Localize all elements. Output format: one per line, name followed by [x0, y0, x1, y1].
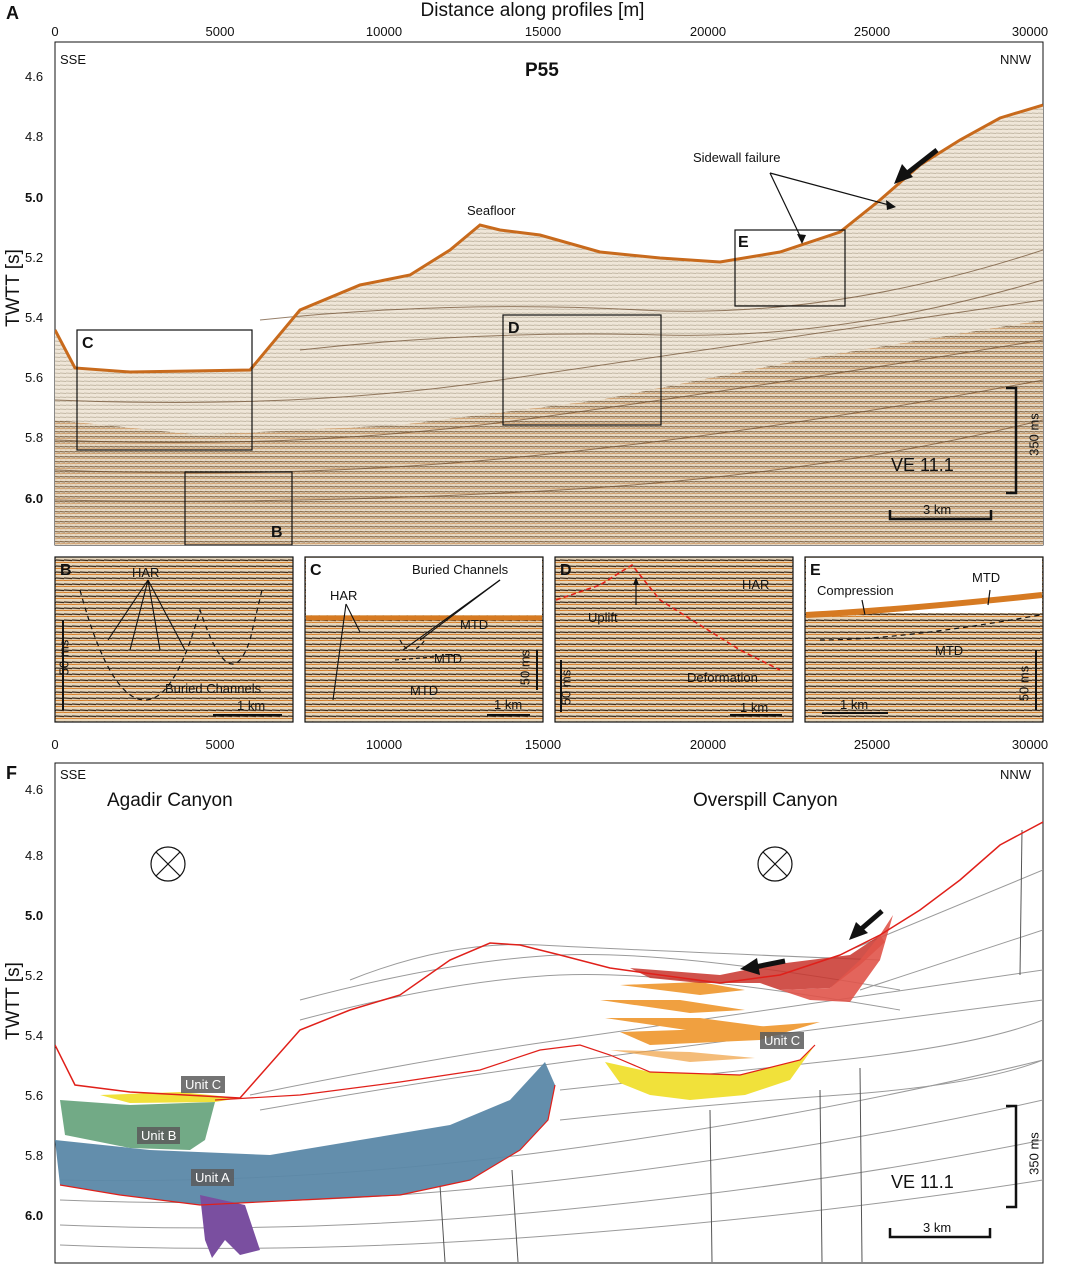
inset-d-uplift: Uplift — [588, 610, 618, 625]
x-tick: 5000 — [205, 737, 235, 752]
x-tick: 20000 — [689, 24, 727, 39]
insets-frame — [54, 556, 1044, 723]
inset-c-mtd-3: MTD — [410, 683, 439, 698]
profile-title: P55 — [525, 60, 559, 81]
x-tick: 30000 — [1011, 24, 1049, 39]
inset-e-distance-scale: 1 km — [840, 697, 869, 712]
seafloor-label: Seafloor — [467, 203, 516, 218]
unit-c-left-label: Unit C — [181, 1076, 226, 1093]
inset-b-har: HAR — [132, 565, 160, 580]
direction-left: SSE — [60, 52, 87, 67]
inset-c-distance-scale: 1 km — [494, 697, 523, 712]
inset-c-letter: C — [310, 562, 322, 579]
x-tick: 15000 — [524, 24, 562, 39]
x-tick: 0 — [51, 24, 59, 39]
inset-d-letter: D — [560, 562, 572, 579]
box-label-e: E — [738, 234, 749, 251]
direction-right-f: NNW — [1000, 767, 1032, 782]
inset-c-mtd-1: MTD — [460, 617, 489, 632]
x-tick: 30000 — [1011, 737, 1049, 752]
unit-a-label: Unit A — [191, 1169, 234, 1186]
y-tick: 5.4 — [25, 310, 44, 325]
x-axis-title: Distance along profiles [m] — [420, 0, 645, 21]
inset-e-compression: Compression — [817, 583, 894, 598]
seismic-section-a — [54, 41, 1044, 546]
inset-e-letter: E — [810, 562, 821, 579]
x-tick: 0 — [51, 737, 59, 752]
y-tick: 5.2 — [25, 250, 44, 265]
x-tick: 10000 — [365, 737, 403, 752]
box-label-d: D — [508, 320, 520, 337]
inset-e-mtd-1: MTD — [972, 570, 1001, 585]
y-tick: 6.0 — [25, 491, 44, 506]
direction-right: NNW — [1000, 52, 1032, 67]
overspill-canyon-label: Overspill Canyon — [693, 790, 838, 811]
inset-c-channels: Buried Channels — [412, 562, 509, 577]
y-tick: 4.8 — [25, 129, 44, 144]
y-tick: 4.6 — [25, 69, 44, 84]
distance-scale-label: 3 km — [923, 502, 952, 517]
y-tick: 5.8 — [25, 1148, 44, 1163]
y-tick: 5.6 — [25, 1088, 44, 1103]
inset-c-har: HAR — [330, 588, 358, 603]
x-tick: 25000 — [853, 737, 891, 752]
inset-d-distance-scale: 1 km — [740, 700, 769, 715]
x-tick: 15000 — [524, 737, 562, 752]
x-tick: 5000 — [205, 24, 235, 39]
panel-a-letter: A — [6, 3, 19, 23]
ve-label-f: VE 11.1 — [891, 1172, 954, 1192]
y-tick: 4.8 — [25, 848, 44, 863]
time-scale-label-f: 350 ms — [1026, 1132, 1042, 1175]
inset-d-deformation: Deformation — [687, 670, 758, 685]
y-tick: 5.6 — [25, 370, 44, 385]
direction-left-f: SSE — [60, 767, 87, 782]
inset-c-mtd-2: MTD — [434, 651, 463, 666]
y-tick: 5.0 — [25, 908, 44, 923]
box-label-c: C — [82, 335, 94, 352]
box-label-b: B — [271, 524, 283, 541]
panel-f-letter: F — [6, 763, 17, 783]
inset-b-distance-scale: 1 km — [237, 698, 266, 713]
sidewall-failure-label: Sidewall failure — [693, 150, 781, 165]
x-tick: 25000 — [853, 24, 891, 39]
y-tick: 5.0 — [25, 190, 44, 205]
agadir-canyon-label: Agadir Canyon — [107, 790, 233, 811]
y-tick: 6.0 — [25, 1208, 44, 1223]
x-tick: 20000 — [689, 737, 727, 752]
inset-e-mtd-2: MTD — [935, 643, 964, 658]
x-tick: 10000 — [365, 24, 403, 39]
inset-d-har: HAR — [742, 577, 770, 592]
ve-label: VE 11.1 — [891, 455, 954, 475]
unit-b-label: Unit B — [137, 1127, 181, 1144]
y-tick: 5.2 — [25, 968, 44, 983]
inset-b-letter: B — [60, 562, 72, 579]
y-tick: 4.6 — [25, 782, 44, 797]
y-tick: 5.4 — [25, 1028, 44, 1043]
inset-b-channels: Buried Channels — [165, 681, 262, 696]
unit-c-right-label: Unit C — [760, 1032, 805, 1049]
distance-scale-label-f: 3 km — [923, 1220, 952, 1235]
y-tick: 5.8 — [25, 430, 44, 445]
